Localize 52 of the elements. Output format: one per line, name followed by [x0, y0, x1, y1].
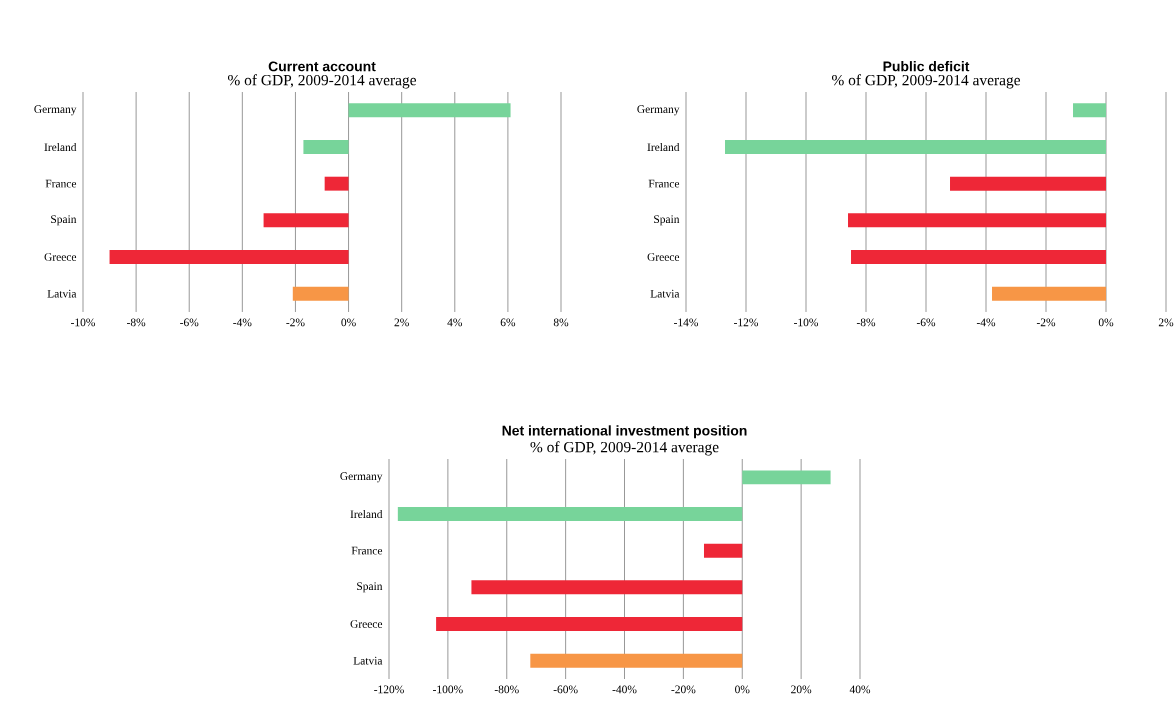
- x-tick-label: -4%: [976, 318, 996, 327]
- chart-subtitle: % of GDP, 2009-2014 average: [831, 74, 1021, 89]
- x-tick-label: 0%: [1098, 318, 1114, 327]
- chart-title: Public deficit: [883, 61, 970, 72]
- chart-title: Net international investment position: [502, 425, 747, 439]
- x-tick-label: -120%: [374, 685, 404, 694]
- y-tick-label: Latvia: [353, 656, 383, 665]
- y-tick-label: Latvia: [650, 289, 680, 298]
- y-tick-label: Germany: [340, 472, 383, 483]
- y-tick-label: Spain: [51, 215, 77, 226]
- x-tick-label: 20%: [791, 685, 812, 694]
- x-tick-label: 40%: [849, 685, 871, 694]
- x-tick-label: -10%: [794, 318, 819, 327]
- x-tick-label: -8%: [126, 318, 146, 327]
- x-tick-label: -80%: [494, 685, 519, 694]
- x-tick-label: -14%: [674, 318, 699, 327]
- y-tick-label: Spain: [357, 582, 383, 593]
- x-tick-label: 8%: [553, 318, 569, 327]
- y-tick-label: Greece: [647, 253, 680, 261]
- y-tick-label: France: [351, 546, 383, 555]
- x-tick-label: 2%: [1158, 318, 1174, 327]
- x-tick-label: -2%: [1036, 318, 1056, 327]
- x-tick-label: 6%: [500, 318, 516, 327]
- y-tick-label: France: [45, 179, 77, 188]
- x-tick-label: -2%: [286, 318, 305, 327]
- chart-subtitle: % of GDP, 2009-2014 average: [227, 74, 417, 89]
- y-tick-label: Germany: [34, 105, 77, 116]
- y-tick-label: Greece: [44, 253, 77, 261]
- x-tick-label: -20%: [671, 685, 696, 694]
- x-tick-label: -6%: [180, 318, 199, 327]
- x-tick-label: 4%: [447, 318, 463, 327]
- y-tick-label: Greece: [350, 620, 383, 628]
- x-tick-label: -40%: [612, 685, 637, 694]
- y-tick-label: Spain: [654, 215, 680, 226]
- x-tick-label: -4%: [233, 318, 252, 327]
- y-tick-label: Ireland: [350, 509, 383, 519]
- chart-subtitle: % of GDP, 2009-2014 average: [530, 441, 719, 456]
- y-tick-label: Latvia: [47, 289, 77, 298]
- x-tick-label: -100%: [433, 685, 463, 694]
- x-tick-label: -10%: [71, 318, 96, 327]
- y-tick-label: Ireland: [44, 142, 77, 152]
- x-tick-label: 0%: [341, 318, 356, 327]
- x-tick-label: -12%: [734, 318, 759, 327]
- y-tick-label: Ireland: [647, 142, 680, 152]
- chart-title: Current account: [268, 61, 376, 72]
- x-tick-label: -6%: [916, 318, 936, 327]
- x-tick-label: 2%: [394, 318, 409, 327]
- x-tick-label: 0%: [735, 685, 750, 694]
- x-tick-label: -60%: [553, 685, 578, 694]
- x-tick-label: -8%: [856, 318, 876, 327]
- y-tick-label: Germany: [637, 105, 680, 116]
- y-tick-label: France: [648, 179, 680, 188]
